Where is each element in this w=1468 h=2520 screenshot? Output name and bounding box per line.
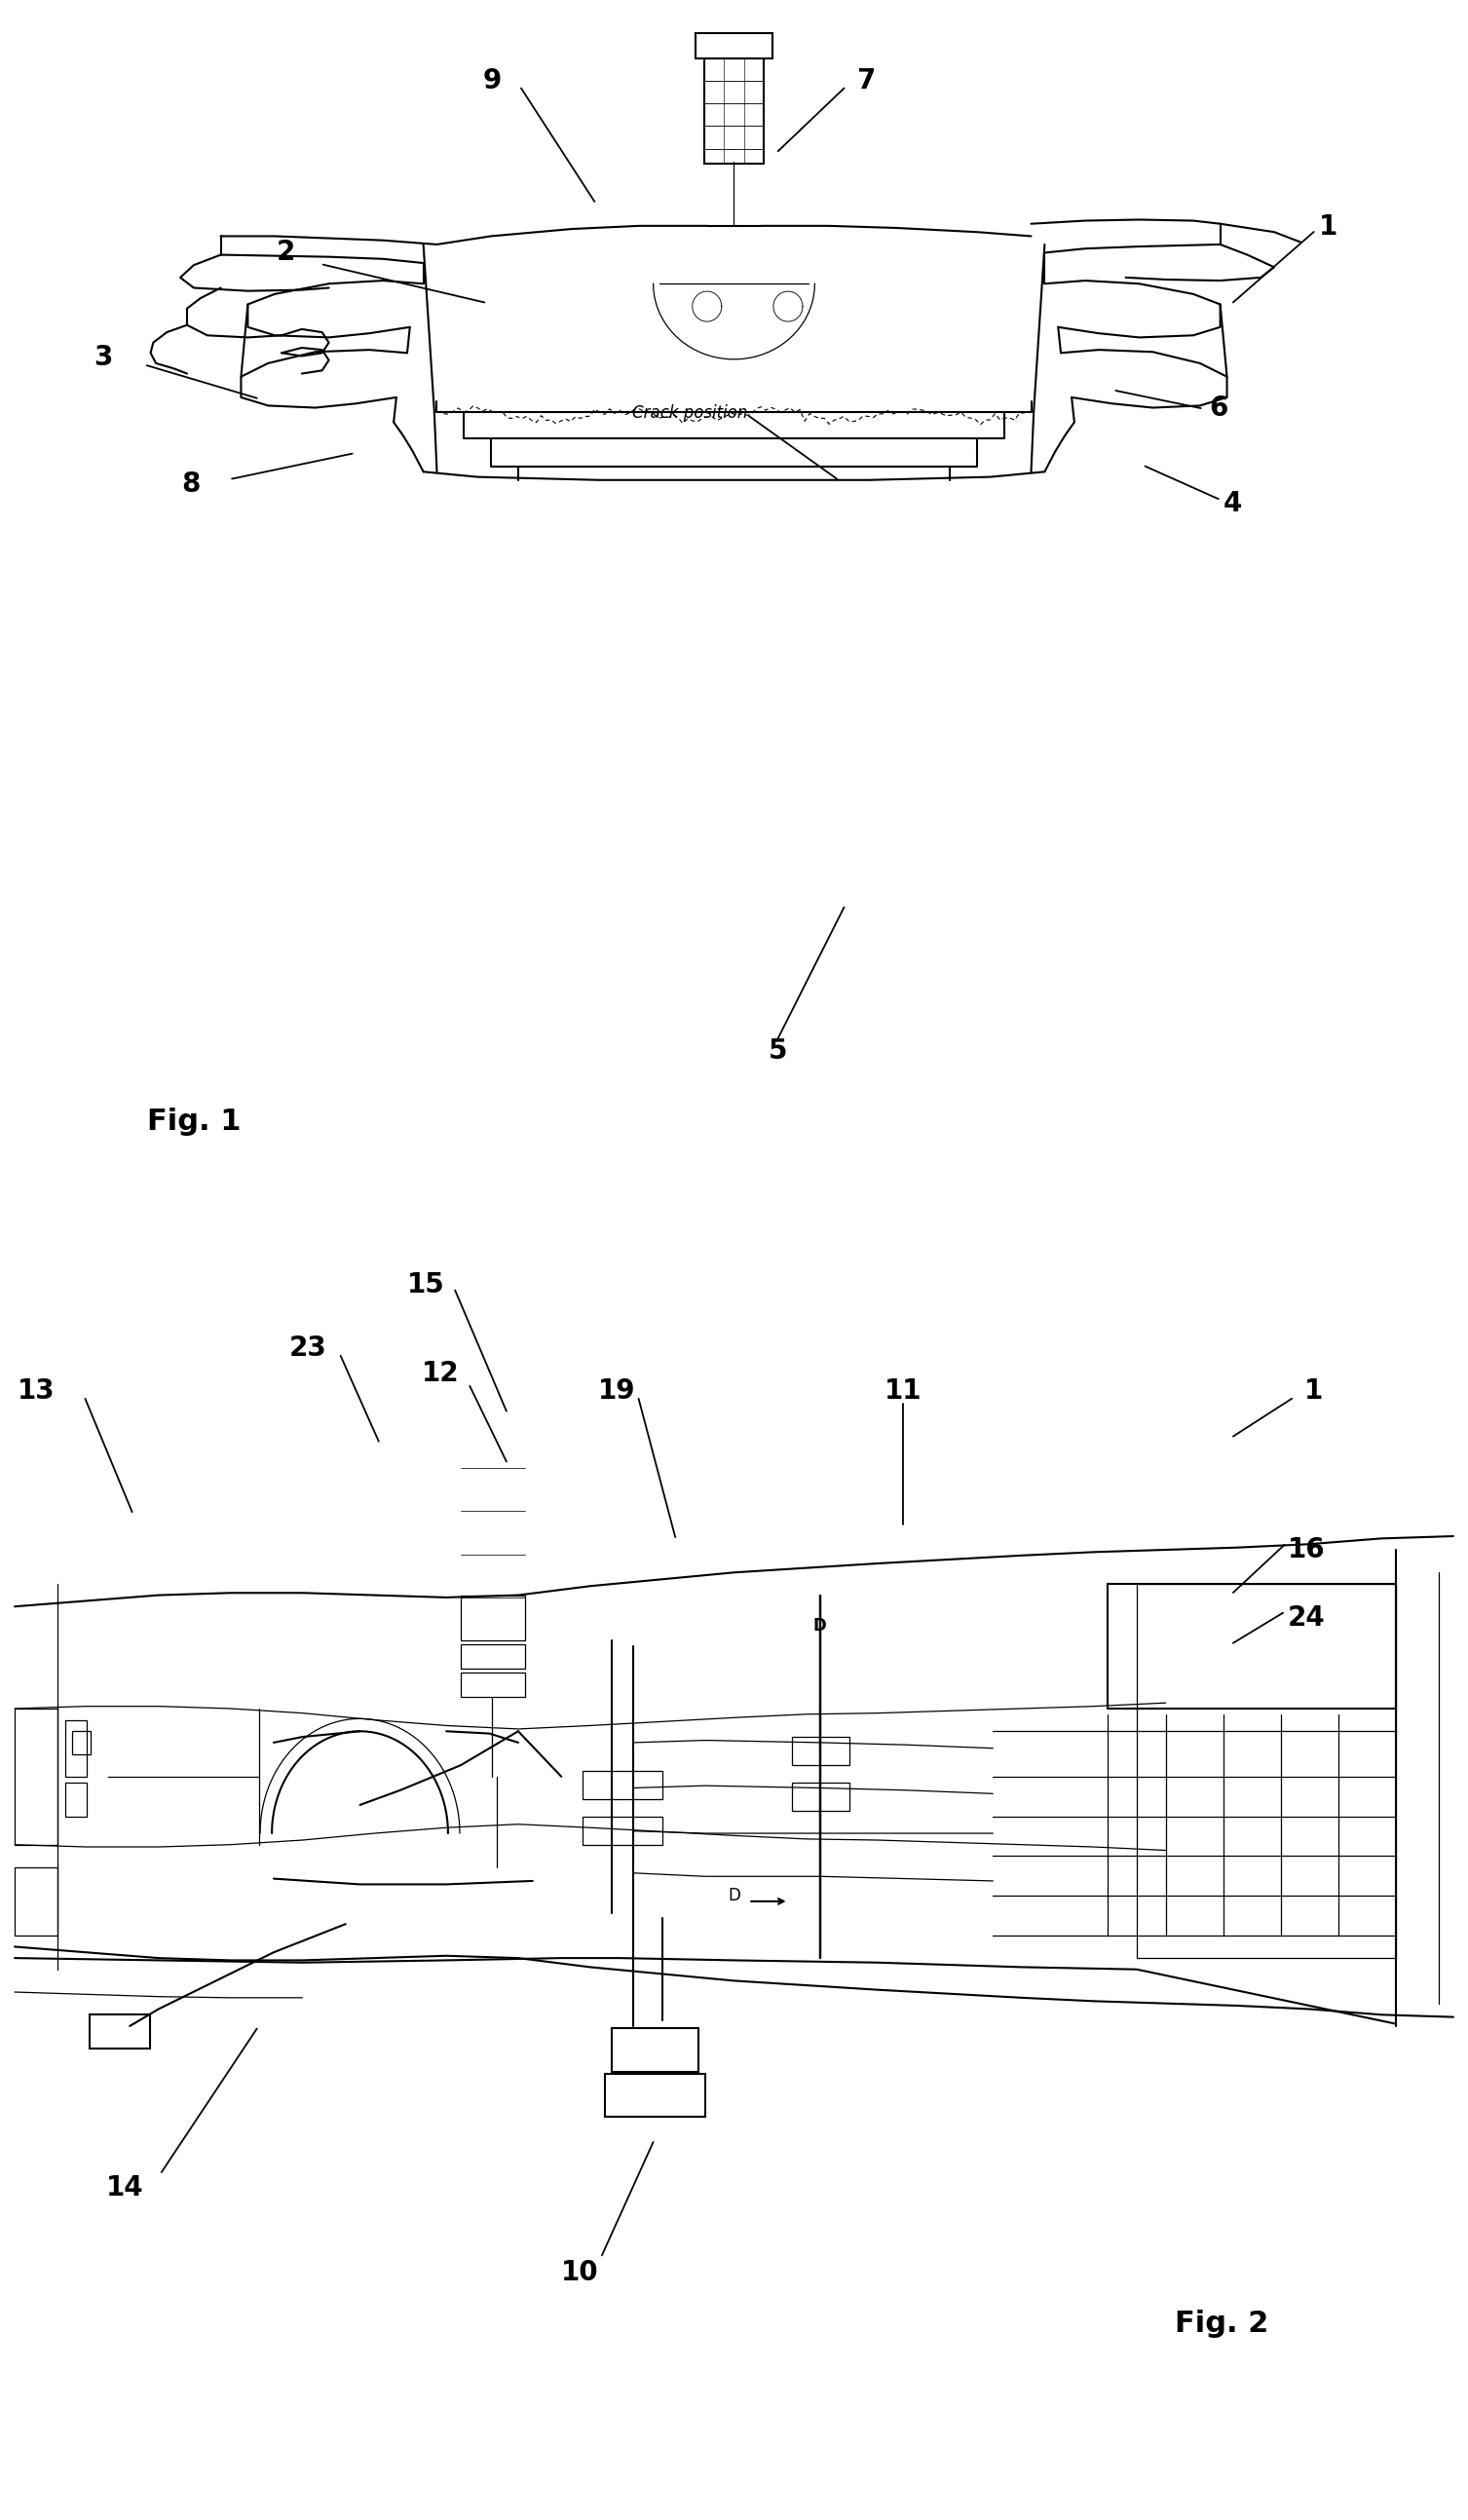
Bar	[791, 1782, 849, 1812]
Text: D: D	[812, 1618, 826, 1633]
Bar	[791, 1736, 849, 1767]
Bar	[15, 1709, 57, 1845]
Text: 4: 4	[1224, 491, 1242, 517]
Text: 15: 15	[407, 1273, 445, 1298]
Text: 19: 19	[597, 1378, 636, 1404]
Text: Fig. 1: Fig. 1	[147, 1106, 241, 1137]
Text: 2: 2	[277, 239, 295, 265]
Bar	[583, 1772, 662, 1799]
Text: Crack position: Crack position	[633, 406, 747, 421]
Text: 1: 1	[1320, 214, 1337, 239]
Bar	[65, 1721, 87, 1777]
Bar	[583, 1817, 662, 1845]
Text: 3: 3	[94, 345, 112, 370]
Text: 14: 14	[106, 2175, 144, 2200]
Bar	[461, 1595, 526, 1641]
Bar	[605, 2074, 705, 2117]
Bar	[72, 1731, 91, 1754]
Text: 24: 24	[1287, 1605, 1326, 1630]
Bar	[1108, 1585, 1396, 1709]
Text: 9: 9	[483, 68, 501, 93]
Bar	[1136, 1585, 1396, 1958]
Text: Fig. 2: Fig. 2	[1174, 2308, 1268, 2339]
Bar	[65, 1782, 87, 1817]
Text: 10: 10	[561, 2260, 599, 2286]
Text: 7: 7	[857, 68, 875, 93]
Text: D: D	[728, 1887, 740, 1905]
Bar	[612, 2029, 699, 2071]
Text: 5: 5	[769, 1038, 787, 1063]
Bar	[461, 1673, 526, 1698]
Text: 1: 1	[1305, 1378, 1323, 1404]
Text: 12: 12	[421, 1361, 459, 1386]
Text: 6: 6	[1210, 396, 1227, 421]
Text: 8: 8	[182, 471, 200, 496]
Bar	[90, 2016, 150, 2049]
Text: 13: 13	[18, 1378, 56, 1404]
Bar	[696, 33, 772, 58]
Bar	[461, 1643, 526, 1668]
Text: 23: 23	[289, 1336, 327, 1361]
Text: 11: 11	[884, 1378, 922, 1404]
Bar	[15, 1867, 57, 1935]
Text: 16: 16	[1287, 1537, 1326, 1562]
Bar	[705, 58, 763, 164]
